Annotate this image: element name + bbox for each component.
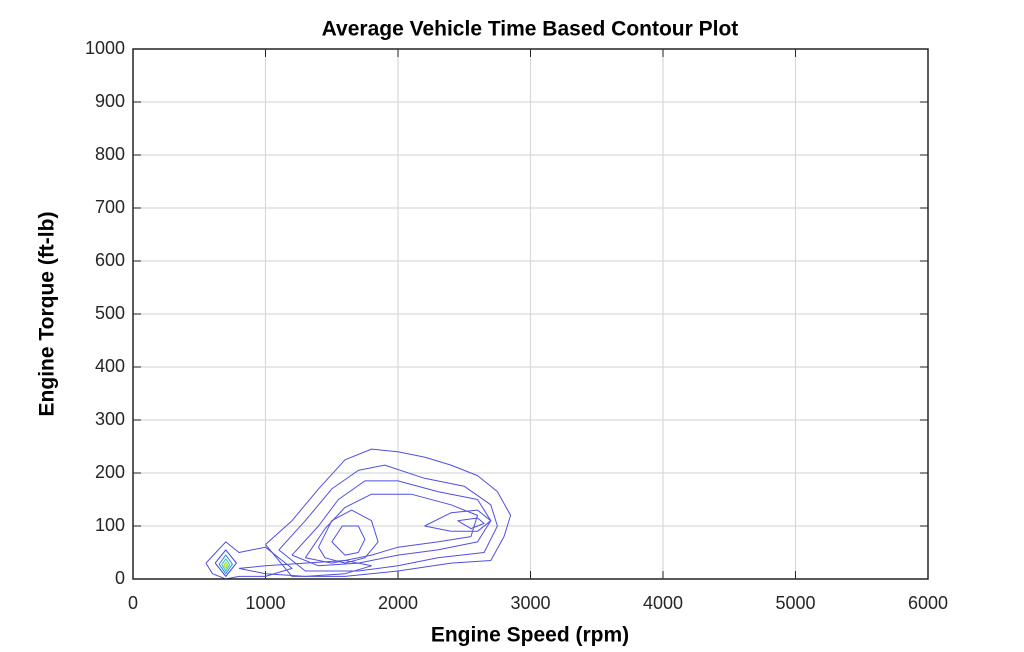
y-tick-label: 400 <box>95 356 125 376</box>
x-tick-label: 5000 <box>775 593 815 613</box>
contour-line <box>457 517 485 530</box>
y-tick-label: 700 <box>95 197 125 217</box>
x-axis-label: Engine Speed (rpm) <box>431 624 629 647</box>
contour-line <box>224 563 228 568</box>
contour-line <box>205 541 293 580</box>
x-tick-label: 0 <box>128 593 138 613</box>
contour-line <box>221 558 231 572</box>
contour-line <box>238 560 372 577</box>
contour-line <box>318 509 379 564</box>
x-tick-label: 4000 <box>643 593 683 613</box>
y-tick-label: 100 <box>95 515 125 535</box>
contour-line <box>278 464 498 572</box>
y-tick-label: 0 <box>115 568 125 588</box>
y-axis-label: Engine Torque (ft-lb) <box>36 212 59 417</box>
y-tick-label: 600 <box>95 250 125 270</box>
contour-line <box>331 525 366 556</box>
x-tick-label: 1000 <box>245 593 285 613</box>
contour-line <box>424 509 492 532</box>
chart-title: Average Vehicle Time Based Contour Plot <box>322 18 739 41</box>
contour-line <box>218 554 233 575</box>
contour-line <box>223 561 229 569</box>
y-tick-label: 500 <box>95 303 125 323</box>
y-tick-label: 800 <box>95 144 125 164</box>
y-tick-label: 900 <box>95 91 125 111</box>
contour-line <box>265 448 512 577</box>
x-tick-label: 3000 <box>510 593 550 613</box>
contour-line <box>291 480 492 567</box>
contour-line <box>214 549 237 577</box>
x-tick-label: 2000 <box>378 593 418 613</box>
plot-frame <box>132 48 929 580</box>
y-tick-label: 200 <box>95 462 125 482</box>
y-tick-label: 1000 <box>85 38 125 58</box>
x-tick-label: 6000 <box>908 593 948 613</box>
y-tick-label: 300 <box>95 409 125 429</box>
contour-line <box>304 493 478 564</box>
